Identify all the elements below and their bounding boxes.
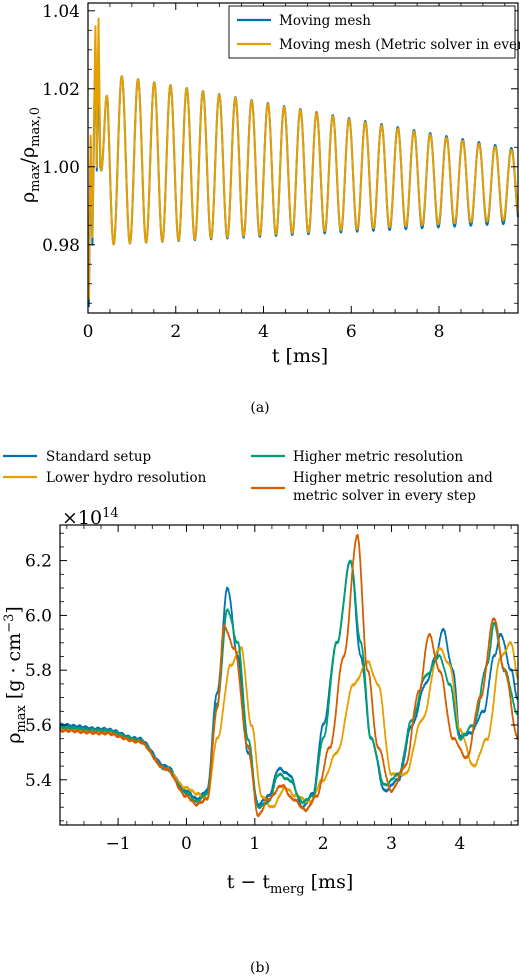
chart-a-plot-frame: [87, 2, 519, 314]
chart-a-panel-label: (a): [250, 400, 269, 416]
chart-a-y-tick-label: 1.00: [42, 158, 80, 178]
chart-a-x-tick-label: 0: [83, 322, 94, 342]
chart-b-ticks: −1 0 1 2 3 4 5.4 5.6 5.8 6.0 6.2: [25, 525, 518, 854]
chart-a-legend-label-2: Moving mesh (Metric solver in every step…: [279, 37, 520, 53]
chart-b-y-tick-label: 5.6: [25, 716, 52, 736]
chart-a-legend-frame: [228, 5, 516, 59]
chart-b-scale-note: ×1014: [62, 506, 119, 529]
chart-a-series-line-1: [87, 37, 519, 308]
chart-b-y-tick-label: 5.8: [25, 661, 52, 681]
chart-a-legend: Moving mesh Moving mesh (Metric solver i…: [228, 5, 520, 59]
chart-b-y-tick-label: 6.2: [25, 552, 52, 572]
chart-b-y-axis-label: ρmax [g · cm−3]: [2, 606, 29, 744]
chart-b-series-layer: [59, 534, 519, 818]
chart-a-x-tick-label: 8: [434, 322, 445, 342]
chart-a-series-layer: [87, 17, 519, 308]
chart-b-x-tick-label: 4: [454, 834, 465, 854]
chart-b-series-line-4: [59, 534, 519, 818]
chart-panel-a: 0 2 4 6 8 0.98 1.00 1.02 1.04 t [ms] ρmax/ρmax,0…: [17, 2, 520, 416]
chart-a-y-tick-label: 1.04: [42, 2, 80, 22]
chart-b-x-tick-label: 2: [318, 834, 329, 854]
chart-b-series-line-3: [59, 559, 519, 810]
chart-b-x-tick-label: 0: [181, 834, 192, 854]
chart-a-legend-label-1: Moving mesh: [279, 13, 371, 29]
chart-panel-b: Standard setup Lower hydro resolution Hi…: [2, 449, 519, 976]
chart-b-y-tick-label: 6.0: [25, 606, 52, 626]
chart-a-y-tick-label: 0.98: [42, 236, 80, 256]
chart-a-x-tick-label: 6: [346, 322, 357, 342]
chart-a-y-tick-label: 1.02: [42, 80, 80, 100]
chart-b-x-tick-label: 3: [386, 834, 397, 854]
chart-b-x-tick-label: −1: [106, 834, 131, 854]
chart-a-y-axis-label: ρmax/ρmax,0: [17, 107, 43, 203]
chart-b-x-tick-label: 1: [249, 834, 260, 854]
chart-b-y-tick-label: 5.4: [25, 771, 52, 791]
chart-a-x-axis-label: t [ms]: [272, 345, 328, 367]
chart-a-series-line-2: [87, 17, 519, 300]
chart-b-legend: Standard setup Lower hydro resolution Hi…: [3, 449, 497, 504]
chart-b-legend-label-4: Higher metric resolution and metric solv…: [293, 470, 497, 504]
chart-a-x-tick-label: 2: [170, 322, 181, 342]
chart-b-panel-label: (b): [250, 960, 270, 976]
chart-a-x-tick-label: 4: [258, 322, 269, 342]
chart-b-legend-label-3: Higher metric resolution: [293, 449, 463, 465]
chart-b-legend-label-2: Lower hydro resolution: [46, 470, 207, 486]
chart-b-x-axis-label: t − tmerg [ms]: [227, 871, 353, 897]
chart-b-legend-label-1: Standard setup: [46, 449, 151, 465]
